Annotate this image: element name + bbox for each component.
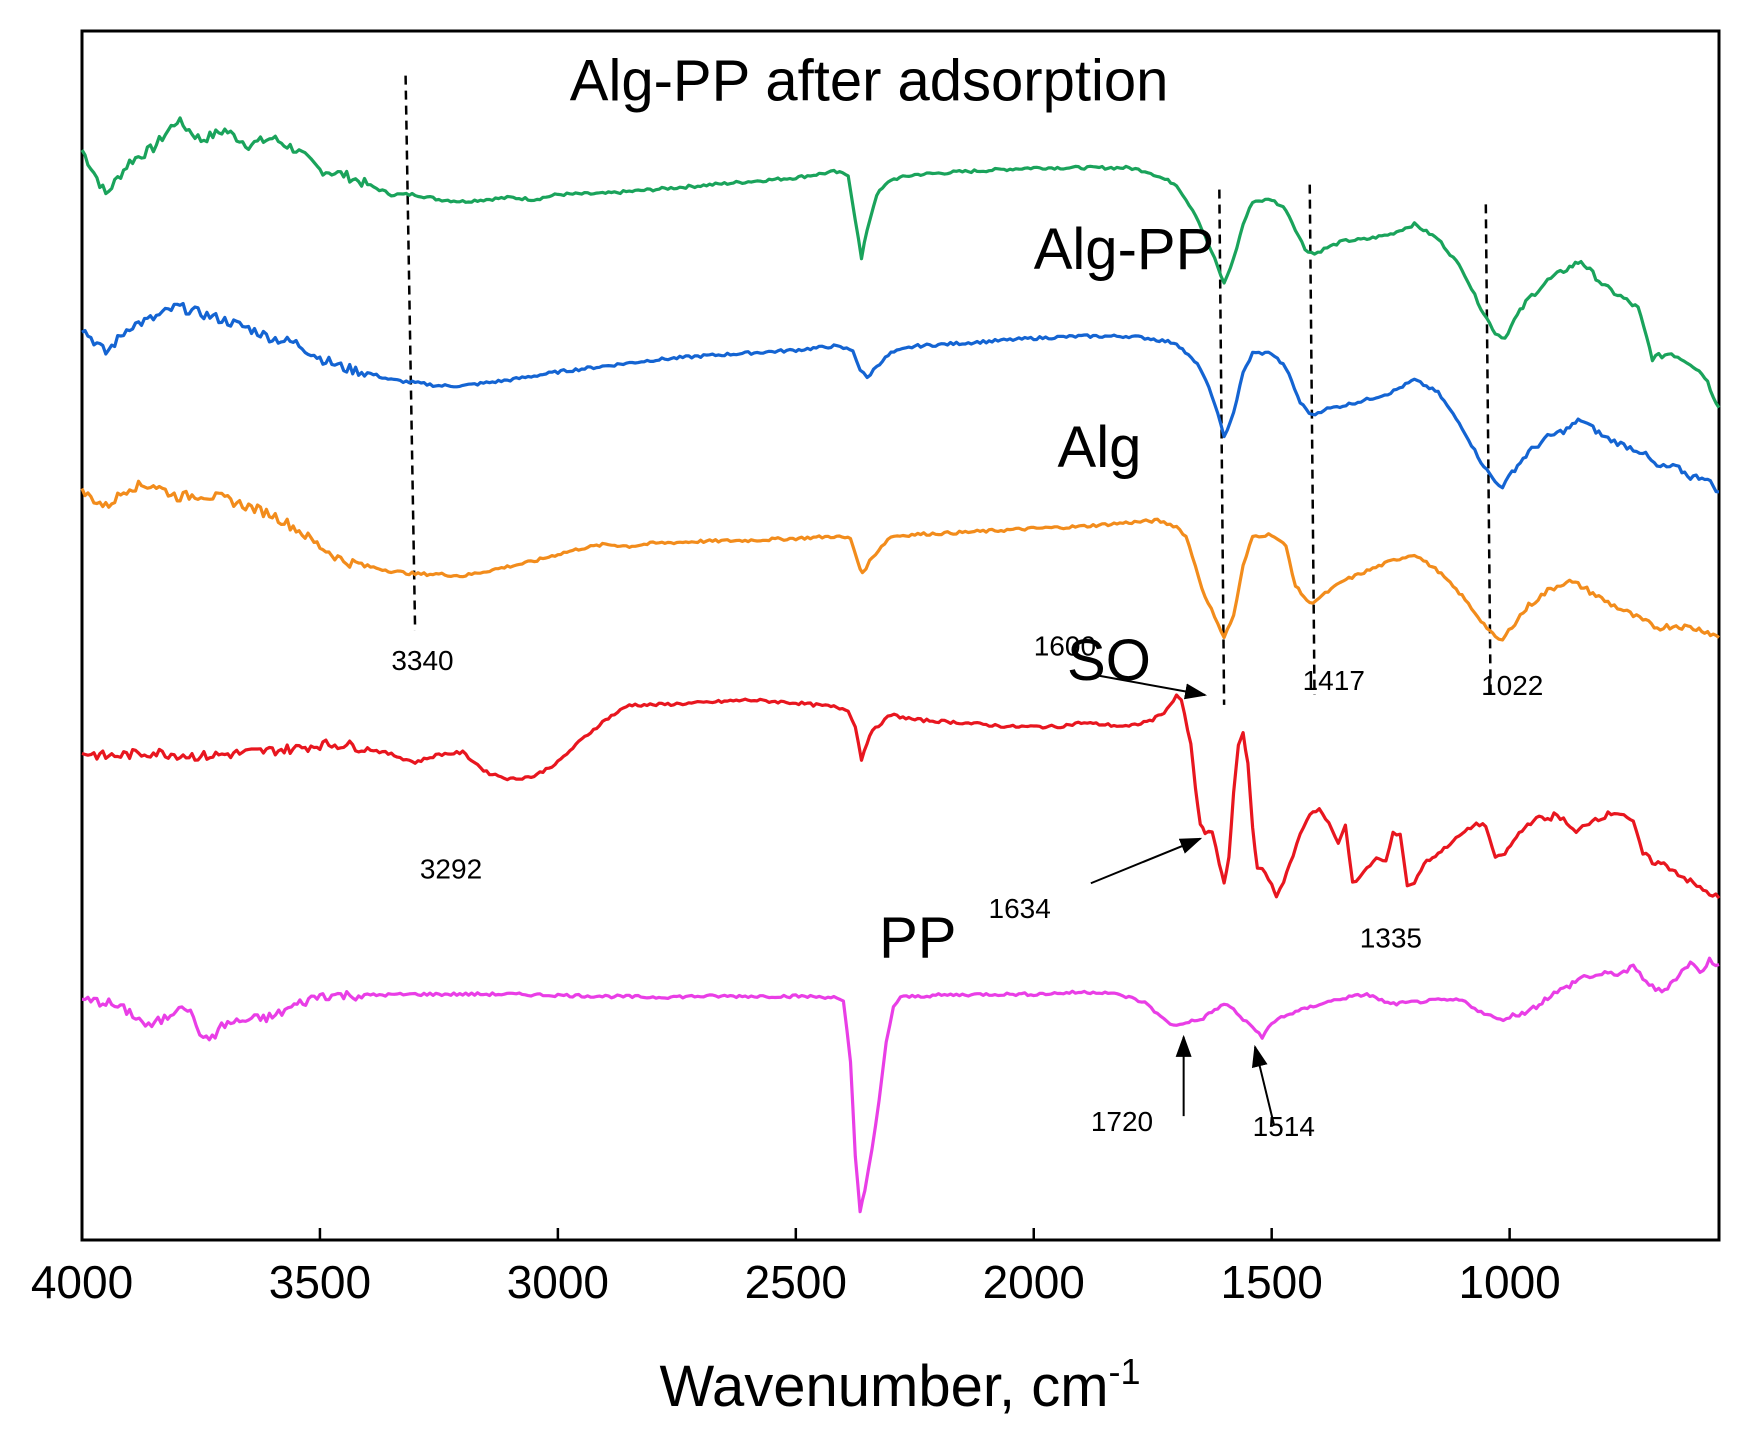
x-tick-label-3500: 3500 <box>269 1256 371 1308</box>
reference-line-2 <box>1308 184 1316 695</box>
annotation-layer: 3340 3292 1600 1417 1022 1634 1335 1720 1514 <box>391 630 1543 1142</box>
x-axis-title-superscript: -1 <box>1109 1351 1141 1392</box>
series-layer <box>80 116 1721 1214</box>
peak-label-1022: 1022 <box>1481 670 1543 701</box>
peak-label-3340: 3340 <box>391 645 453 676</box>
arrow-layer <box>1090 674 1276 1126</box>
series-label-alg-pp-after-adsorption: Alg-PP after adsorption <box>570 48 1169 113</box>
series-line-alg-pp <box>81 301 1720 494</box>
series-label-pp: PP <box>879 906 956 971</box>
series-label-alg-pp: Alg-PP <box>1034 217 1215 282</box>
x-axis-title-text: Wavenumber, cm <box>659 1354 1108 1419</box>
reference-line-0 <box>404 75 417 631</box>
reference-line-3 <box>1484 204 1492 695</box>
annotation-arrow-3 <box>1251 1044 1276 1126</box>
peak-label-1720: 1720 <box>1091 1106 1153 1137</box>
x-axis-title: Wavenumber, cm-1 <box>659 1351 1140 1419</box>
series-label-layer: Alg-PP after adsorption Alg-PP Alg SO PP <box>570 48 1214 970</box>
series-line-alg-pp-after-adsorption <box>80 116 1721 409</box>
series-line-pp <box>81 956 1720 1214</box>
peak-label-1514: 1514 <box>1253 1111 1315 1142</box>
series-line-so <box>81 693 1721 900</box>
series-line-alg <box>80 479 1720 642</box>
peak-label-1335: 1335 <box>1360 923 1422 954</box>
peak-label-1600: 1600 <box>1034 630 1096 661</box>
annotation-arrow-1 <box>1090 837 1203 885</box>
peak-label-1634: 1634 <box>989 893 1051 924</box>
reference-line-1 <box>1218 189 1226 705</box>
reference-lines <box>404 75 1492 705</box>
x-tick-label-2000: 2000 <box>983 1256 1085 1308</box>
series-label-alg: Alg <box>1058 415 1142 480</box>
x-tick-label-1500: 1500 <box>1221 1256 1323 1308</box>
x-tick-label-1000: 1000 <box>1458 1256 1560 1308</box>
plot-frame <box>80 29 1721 1242</box>
x-tick-label-2500: 2500 <box>745 1256 847 1308</box>
annotation-arrow-0 <box>1095 674 1208 700</box>
peak-label-1417: 1417 <box>1303 665 1365 696</box>
peak-label-3292: 3292 <box>420 853 482 884</box>
series-label-so: SO <box>1067 628 1151 693</box>
x-tick-label-4000: 4000 <box>31 1256 133 1308</box>
x-tick-label-3000: 3000 <box>507 1256 609 1308</box>
x-axis-ticks: 4000 3500 3000 2500 2000 1500 1000 <box>31 1228 1561 1308</box>
